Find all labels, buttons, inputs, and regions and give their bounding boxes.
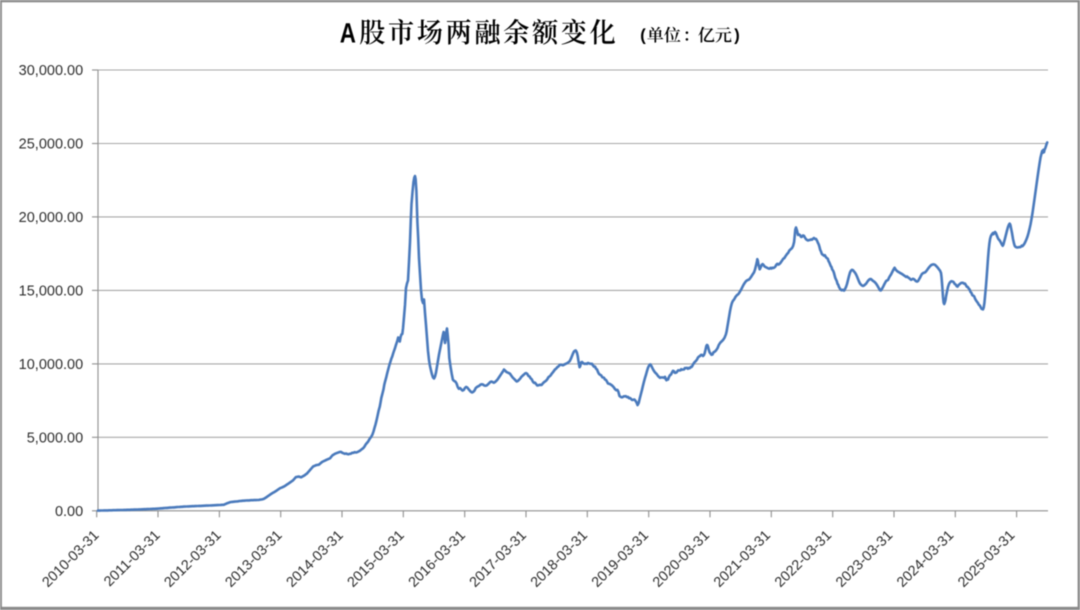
svg-text:5,000.00: 5,000.00 [27, 430, 83, 446]
svg-text:25,000.00: 25,000.00 [19, 137, 84, 153]
svg-text:0.00: 0.00 [55, 504, 83, 520]
svg-text:30,000.00: 30,000.00 [19, 63, 84, 79]
svg-text:15,000.00: 15,000.00 [19, 284, 84, 300]
svg-text:20,000.00: 20,000.00 [19, 210, 84, 226]
svg-text:10,000.00: 10,000.00 [19, 357, 84, 373]
